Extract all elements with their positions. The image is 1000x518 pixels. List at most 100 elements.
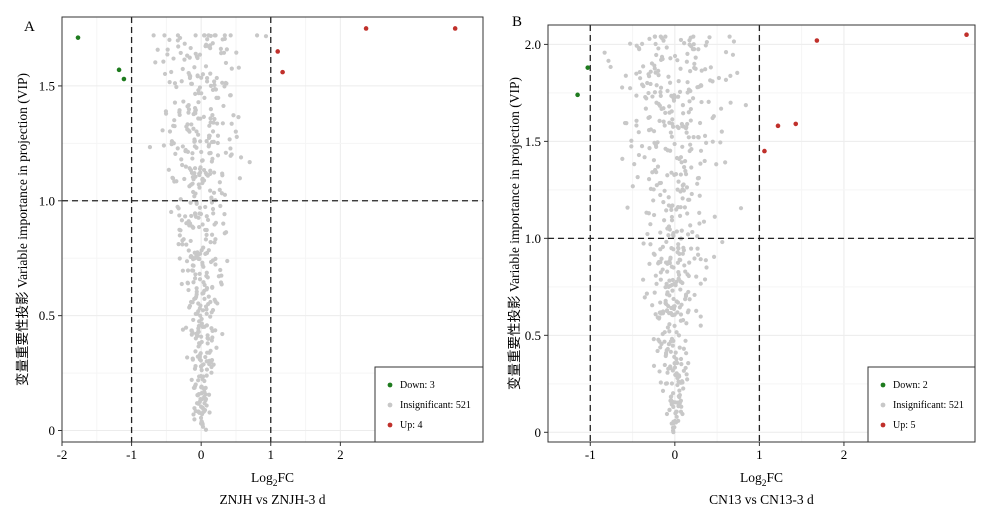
point-insignificant <box>665 88 670 93</box>
point-insignificant <box>662 218 667 223</box>
point-insignificant <box>200 72 206 77</box>
point-insignificant <box>194 129 199 134</box>
point-insignificant <box>209 232 215 237</box>
point-insignificant <box>231 113 236 118</box>
point-insignificant <box>660 331 665 337</box>
point-insignificant <box>642 155 647 160</box>
point-insignificant <box>632 162 637 167</box>
point-insignificant <box>728 100 733 105</box>
point-insignificant <box>727 34 732 39</box>
point-insignificant <box>211 211 216 216</box>
point-insignificant <box>646 72 651 77</box>
point-insignificant <box>672 95 677 100</box>
point-insignificant <box>658 270 663 275</box>
point-insignificant <box>200 222 205 227</box>
point-insignificant <box>663 285 668 290</box>
point-insignificant <box>197 410 202 415</box>
point-insignificant <box>667 329 672 334</box>
point-insignificant <box>665 226 670 231</box>
point-insignificant <box>658 90 663 95</box>
point-insignificant <box>194 201 199 206</box>
point-insignificant <box>670 343 675 348</box>
point-insignificant <box>196 378 201 383</box>
point-insignificant <box>217 180 222 185</box>
point-insignificant <box>678 356 684 362</box>
point-insignificant <box>215 301 220 306</box>
point-insignificant <box>665 370 670 375</box>
point-insignificant <box>190 156 195 161</box>
point-insignificant <box>210 206 216 212</box>
point-insignificant <box>213 262 218 267</box>
point-insignificant <box>205 37 210 42</box>
point-insignificant <box>182 41 187 46</box>
point-insignificant <box>204 373 209 378</box>
point-insignificant <box>653 312 658 317</box>
point-insignificant <box>204 273 209 279</box>
point-insignificant <box>184 221 189 226</box>
point-insignificant <box>659 256 664 261</box>
point-insignificant <box>180 162 185 168</box>
point-insignificant <box>172 100 178 105</box>
point-insignificant <box>620 85 625 90</box>
point-insignificant <box>200 405 205 410</box>
point-insignificant <box>190 263 195 268</box>
point-insignificant <box>189 122 194 127</box>
legend: Down: 2 Insignificant: 521 Up: 5 <box>867 366 976 443</box>
point-insignificant <box>204 227 209 233</box>
point-insignificant <box>186 107 192 112</box>
point-insignificant <box>652 290 657 295</box>
point-insignificant <box>658 380 663 385</box>
point-insignificant <box>198 351 203 356</box>
point-insignificant <box>199 419 204 424</box>
point-insignificant <box>169 69 174 75</box>
point-insignificant <box>208 168 213 173</box>
point-insignificant <box>201 374 206 379</box>
point-insignificant <box>678 172 683 177</box>
point-insignificant <box>667 278 672 283</box>
point-insignificant <box>681 188 686 193</box>
point-insignificant <box>670 391 676 396</box>
point-insignificant <box>708 65 713 70</box>
x-tick-label: 1 <box>268 447 275 462</box>
point-insignificant <box>210 139 215 145</box>
point-insignificant <box>693 55 698 60</box>
point-insignificant <box>205 217 211 223</box>
point-insignificant <box>215 133 221 138</box>
point-insignificant <box>645 80 650 86</box>
point-insignificant <box>210 129 216 134</box>
point-insignificant <box>203 44 208 49</box>
point-insignificant <box>196 215 201 220</box>
point-insignificant <box>685 272 690 277</box>
point-insignificant <box>658 259 663 265</box>
point-insignificant <box>678 189 683 194</box>
point-insignificant <box>644 210 649 215</box>
point-insignificant <box>652 66 657 71</box>
point-down <box>585 65 591 70</box>
point-insignificant <box>666 203 671 208</box>
point-insignificant <box>636 152 642 158</box>
point-insignificant <box>211 120 216 125</box>
point-insignificant <box>192 276 198 281</box>
point-insignificant <box>193 111 198 116</box>
point-insignificant <box>680 183 685 188</box>
point-insignificant <box>652 34 658 39</box>
point-insignificant <box>180 242 185 247</box>
point-insignificant <box>620 156 625 161</box>
point-insignificant <box>197 342 202 347</box>
point-insignificant <box>195 392 200 398</box>
point-insignificant <box>204 139 209 144</box>
point-insignificant <box>688 246 694 251</box>
x-tick-label: -2 <box>57 447 68 462</box>
point-insignificant <box>686 135 691 140</box>
point-insignificant <box>661 38 666 43</box>
point-insignificant <box>676 333 682 338</box>
point-insignificant <box>710 115 715 121</box>
point-up <box>452 26 458 31</box>
point-insignificant <box>658 85 664 90</box>
point-insignificant <box>175 146 180 151</box>
point-insignificant <box>712 214 717 219</box>
point-insignificant <box>175 38 180 43</box>
point-insignificant <box>669 218 675 223</box>
point-insignificant <box>672 418 678 424</box>
